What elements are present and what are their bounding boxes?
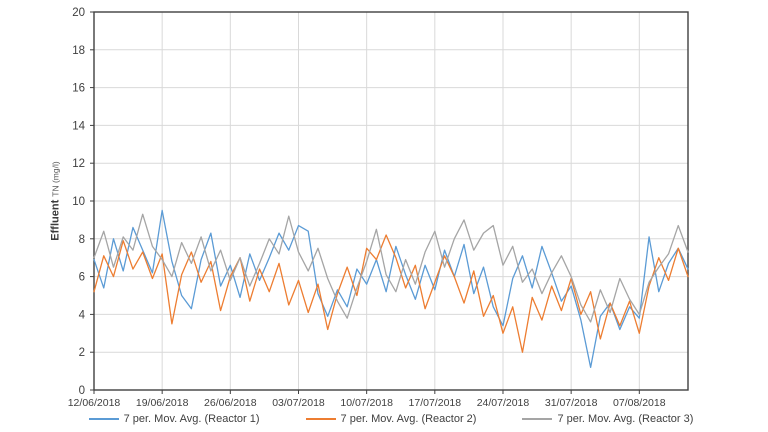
legend-marker-reactor-1 — [88, 418, 119, 420]
x-tick-label: 19/06/2018 — [136, 397, 189, 409]
series-line-reactor-2 — [93, 234, 689, 353]
y-tick-label: 16 — [72, 83, 85, 95]
legend: 7 per. Mov. Avg. (Reactor 1) 7 per. Mov.… — [88, 413, 693, 425]
legend-label-reactor-3: 7 per. Mov. Avg. (Reactor 3) — [557, 413, 694, 425]
legend-item-reactor-2[interactable]: 7 per. Mov. Avg. (Reactor 2) — [305, 413, 477, 425]
legend-label-reactor-1: 7 per. Mov. Avg. (Reactor 1) — [123, 413, 260, 425]
legend-marker-reactor-2 — [305, 418, 336, 420]
x-tick-label: 17/07/2018 — [409, 397, 462, 409]
x-tick-label: 10/07/2018 — [340, 397, 393, 409]
x-tick-label: 12/06/2018 — [68, 397, 121, 409]
y-tick-label: 20 — [72, 7, 85, 19]
y-axis-title: Effluent TN (mg/l) — [44, 12, 66, 390]
legend-marker-reactor-3 — [522, 418, 553, 420]
y-tick-label: 6 — [79, 272, 85, 284]
y-tick-label: 8 — [79, 234, 85, 246]
x-tick-label: 31/07/2018 — [545, 397, 598, 409]
y-tick-label: 18 — [72, 45, 85, 57]
y-axis-title-units: TN (mg/l) — [51, 161, 61, 197]
y-tick-label: 0 — [79, 385, 85, 397]
legend-item-reactor-3[interactable]: 7 per. Mov. Avg. (Reactor 3) — [522, 413, 693, 425]
y-axis-title-main: Effluent — [50, 199, 62, 241]
legend-item-reactor-1[interactable]: 7 per. Mov. Avg. (Reactor 1) — [88, 413, 260, 425]
y-tick-label: 14 — [72, 120, 85, 132]
series-line-reactor-1 — [93, 209, 689, 368]
x-tick-label: 24/07/2018 — [477, 397, 530, 409]
series-line-reactor-3 — [93, 213, 689, 323]
legend-label-reactor-2: 7 per. Mov. Avg. (Reactor 2) — [340, 413, 477, 425]
y-tick-label: 2 — [79, 347, 85, 359]
y-tick-label: 4 — [79, 309, 86, 321]
x-tick-label: 26/06/2018 — [204, 397, 257, 409]
y-tick-label: 10 — [72, 196, 85, 208]
y-tick-label: 12 — [72, 158, 85, 170]
x-tick-label: 03/07/2018 — [272, 397, 325, 409]
x-tick-label: 07/08/2018 — [613, 397, 666, 409]
